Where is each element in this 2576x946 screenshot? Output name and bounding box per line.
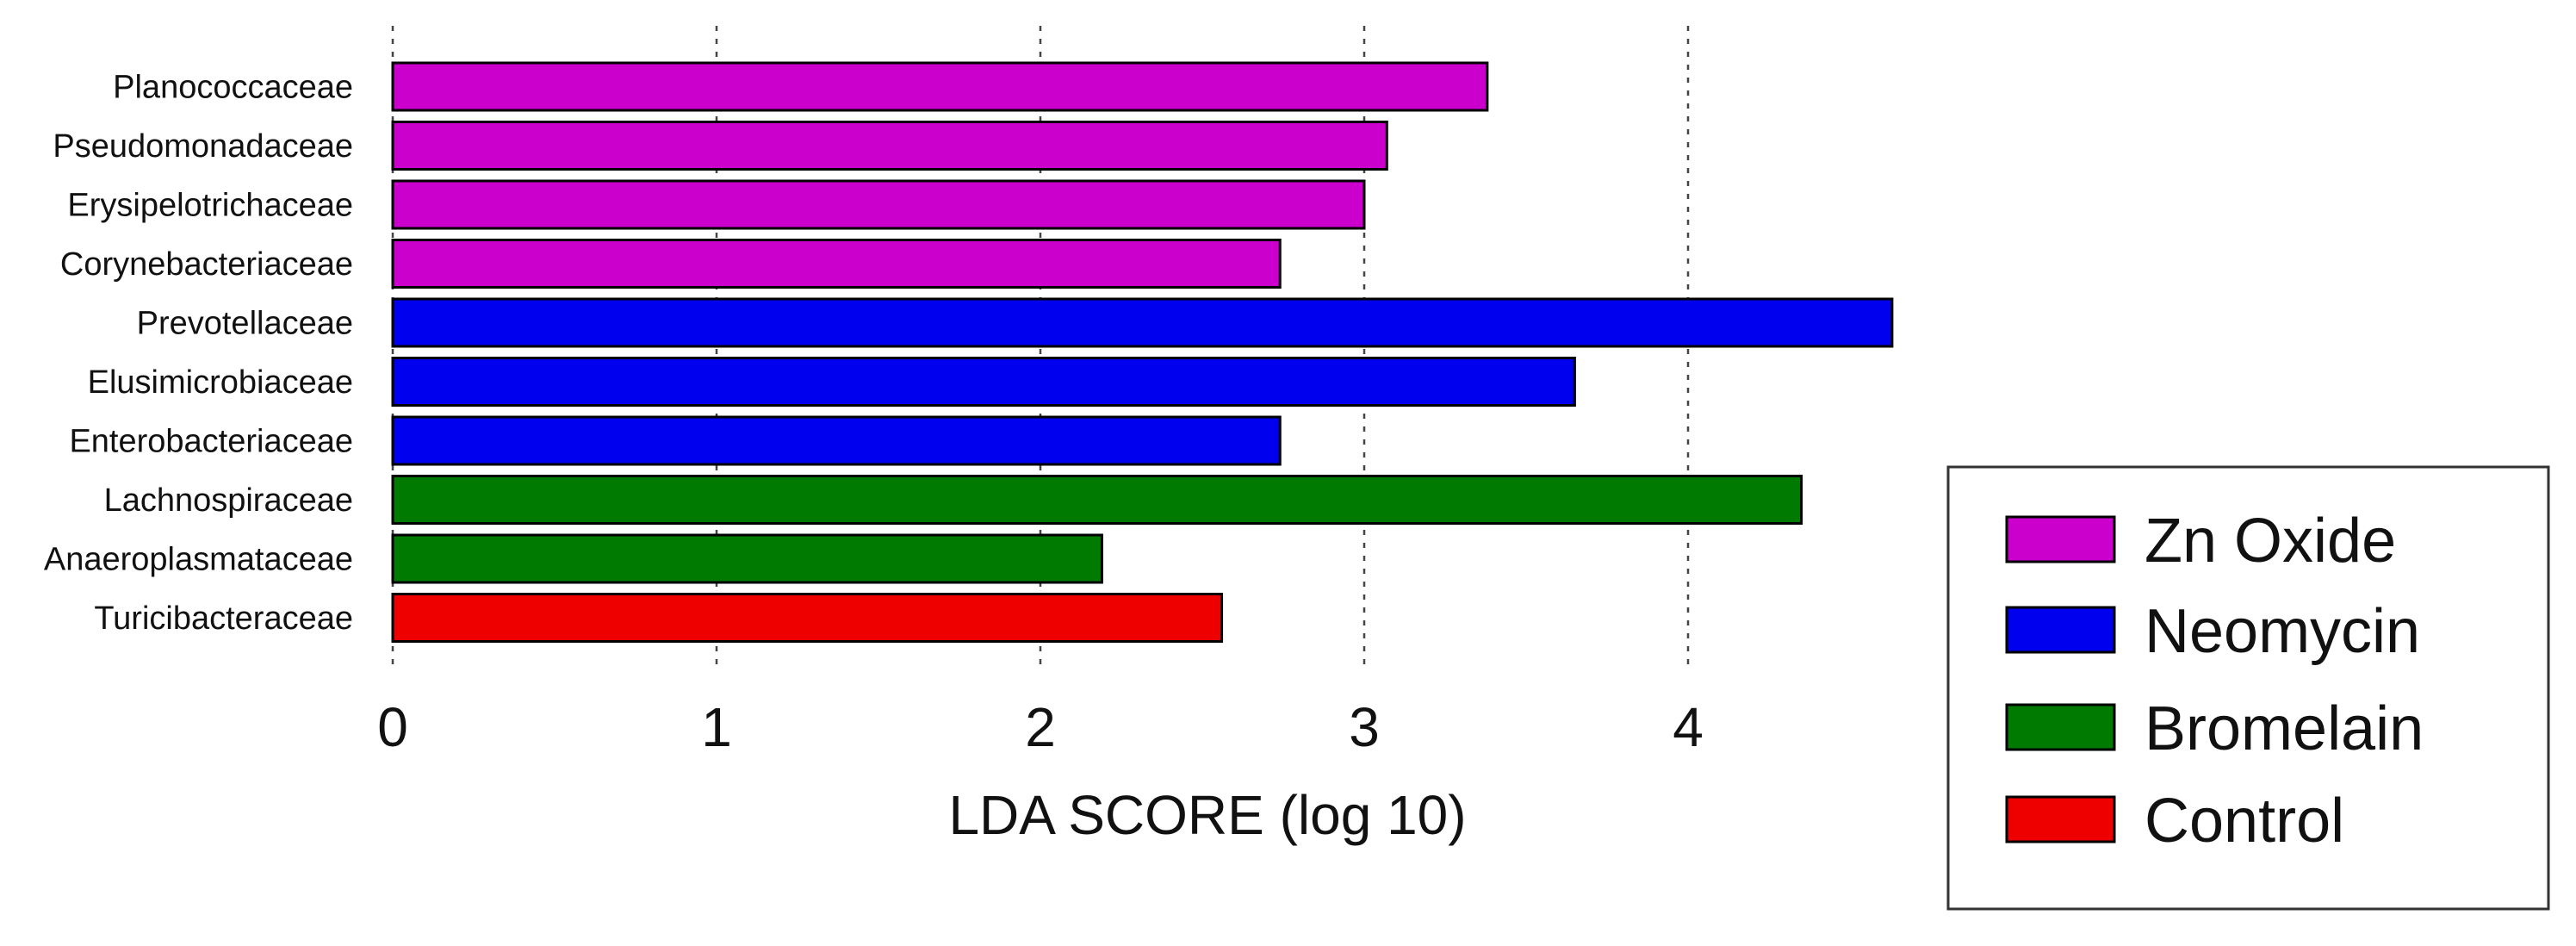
category-label: Erysipelotrichaceae	[67, 188, 353, 224]
bar-planococcaceae	[391, 61, 1489, 112]
x-tick-label: 4	[1673, 696, 1704, 758]
x-tick-label: 2	[1025, 696, 1056, 758]
x-tick-label: 0	[377, 696, 408, 758]
legend-label: Neomycin	[2145, 597, 2420, 666]
bar-lachnospiraceae	[391, 475, 1803, 525]
category-label: Planococcaceae	[113, 70, 353, 106]
legend-label: Bromelain	[2145, 694, 2424, 763]
bars	[391, 61, 1894, 643]
x-axis-title: LDA SCORE (log 10)	[948, 784, 1466, 846]
category-label: Corynebacteriaceae	[60, 246, 353, 283]
bar-prevotellaceae	[391, 297, 1894, 348]
bar-enterobacteriaceae	[391, 415, 1282, 466]
category-label: Enterobacteriaceae	[69, 424, 353, 460]
category-label: Lachnospiraceae	[104, 482, 353, 519]
bar-turicibacteraceae	[391, 593, 1224, 643]
bar-anaeroplasmataceae	[391, 533, 1103, 584]
bar-pseudomonadaceae	[391, 121, 1388, 171]
category-label: Elusimicrobiaceae	[88, 364, 353, 401]
legend-swatch	[2005, 703, 2116, 751]
legend-label: Control	[2145, 787, 2344, 856]
category-label: Anaeroplasmataceae	[44, 542, 353, 578]
x-tick-label: 1	[701, 696, 732, 758]
legend: Zn Oxide Neomycin Bromelain Control	[1946, 465, 2550, 911]
legend-swatch	[2005, 515, 2116, 563]
category-label: Pseudomonadaceae	[53, 128, 353, 165]
category-labels: Planococcaceae Pseudomonadaceae Erysipelot…	[44, 70, 353, 638]
legend-swatch	[2005, 606, 2116, 654]
bar-corynebacteriaceae	[391, 239, 1282, 289]
x-tick-label: 3	[1349, 696, 1380, 758]
legend-label: Zn Oxide	[2145, 507, 2396, 576]
category-label: Turicibacteraceae	[94, 601, 353, 637]
bar-erysipelotrichaceae	[391, 179, 1366, 230]
bar-elusimicrobiaceae	[391, 357, 1576, 407]
category-label: Prevotellaceae	[137, 306, 353, 342]
x-axis-ticks: 0 1 2 3 4	[377, 696, 1704, 758]
legend-swatch	[2005, 795, 2116, 843]
